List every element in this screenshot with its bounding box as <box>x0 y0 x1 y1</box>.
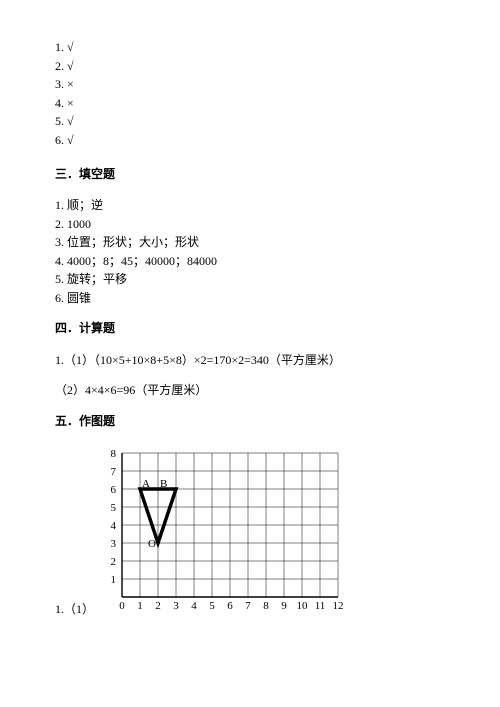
tf-mark: √ <box>67 40 74 54</box>
tf-num: 4. <box>55 96 64 110</box>
tf-mark: √ <box>67 59 74 73</box>
svg-text:8: 8 <box>263 600 269 612</box>
svg-text:2: 2 <box>155 600 161 612</box>
svg-text:3: 3 <box>173 600 179 612</box>
true-false-list: 1. √ 2. √ 3. × 4. × 5. √ 6. √ <box>55 38 445 150</box>
svg-text:8: 8 <box>111 448 117 460</box>
tf-mark: √ <box>67 133 74 147</box>
tf-mark: × <box>67 96 74 110</box>
tf-num: 2. <box>55 59 64 73</box>
svg-text:O: O <box>148 538 156 550</box>
tf-item: 2. √ <box>55 57 445 76</box>
svg-text:B: B <box>160 478 167 490</box>
fill-blank-list: 1. 顺；逆 2. 1000 3. 位置；形状；大小；形状 4. 4000；8；… <box>55 196 445 308</box>
grid-chart: 012345678910111212345678ABO <box>98 443 368 619</box>
fill-item: 5. 旋转；平移 <box>55 270 445 289</box>
svg-text:0: 0 <box>119 600 125 612</box>
fill-item: 6. 圆锥 <box>55 289 445 308</box>
tf-num: 6. <box>55 133 64 147</box>
svg-text:2: 2 <box>111 556 117 568</box>
drawing-question: 1.（1） 012345678910111212345678ABO <box>55 443 445 619</box>
tf-num: 1. <box>55 40 64 54</box>
tf-item: 1. √ <box>55 38 445 57</box>
section-3-heading: 三．填空题 <box>55 164 445 184</box>
section-5-heading: 五．作图题 <box>55 411 445 431</box>
svg-text:9: 9 <box>281 600 287 612</box>
svg-text:4: 4 <box>191 600 197 612</box>
svg-text:6: 6 <box>227 600 233 612</box>
svg-text:5: 5 <box>209 600 215 612</box>
tf-mark: × <box>67 77 74 91</box>
svg-text:A: A <box>142 478 150 490</box>
fill-item: 2. 1000 <box>55 215 445 234</box>
tf-item: 3. × <box>55 75 445 94</box>
fill-item: 3. 位置；形状；大小；形状 <box>55 233 445 252</box>
draw-label: 1.（1） <box>55 599 94 619</box>
tf-num: 5. <box>55 114 64 128</box>
tf-item: 6. √ <box>55 131 445 150</box>
fill-item: 4. 4000；8；45；40000；84000 <box>55 252 445 271</box>
calc-line-2: （2）4×4×6=96（平方厘米） <box>55 380 445 400</box>
svg-text:3: 3 <box>111 538 117 550</box>
svg-text:7: 7 <box>245 600 251 612</box>
section-4-heading: 四．计算题 <box>55 318 445 338</box>
svg-text:6: 6 <box>111 484 117 496</box>
fill-item: 1. 顺；逆 <box>55 196 445 215</box>
tf-num: 3. <box>55 77 64 91</box>
svg-text:12: 12 <box>333 600 344 612</box>
svg-text:1: 1 <box>137 600 143 612</box>
svg-text:4: 4 <box>111 520 117 532</box>
tf-item: 5. √ <box>55 112 445 131</box>
svg-text:5: 5 <box>111 502 117 514</box>
svg-text:1: 1 <box>111 574 117 586</box>
svg-text:10: 10 <box>297 600 309 612</box>
calc-line-1: 1.（1）（10×5+10×8+5×8）×2=170×2=340（平方厘米） <box>55 350 445 370</box>
svg-text:7: 7 <box>111 466 117 478</box>
svg-text:11: 11 <box>315 600 326 612</box>
tf-item: 4. × <box>55 94 445 113</box>
tf-mark: √ <box>67 114 74 128</box>
